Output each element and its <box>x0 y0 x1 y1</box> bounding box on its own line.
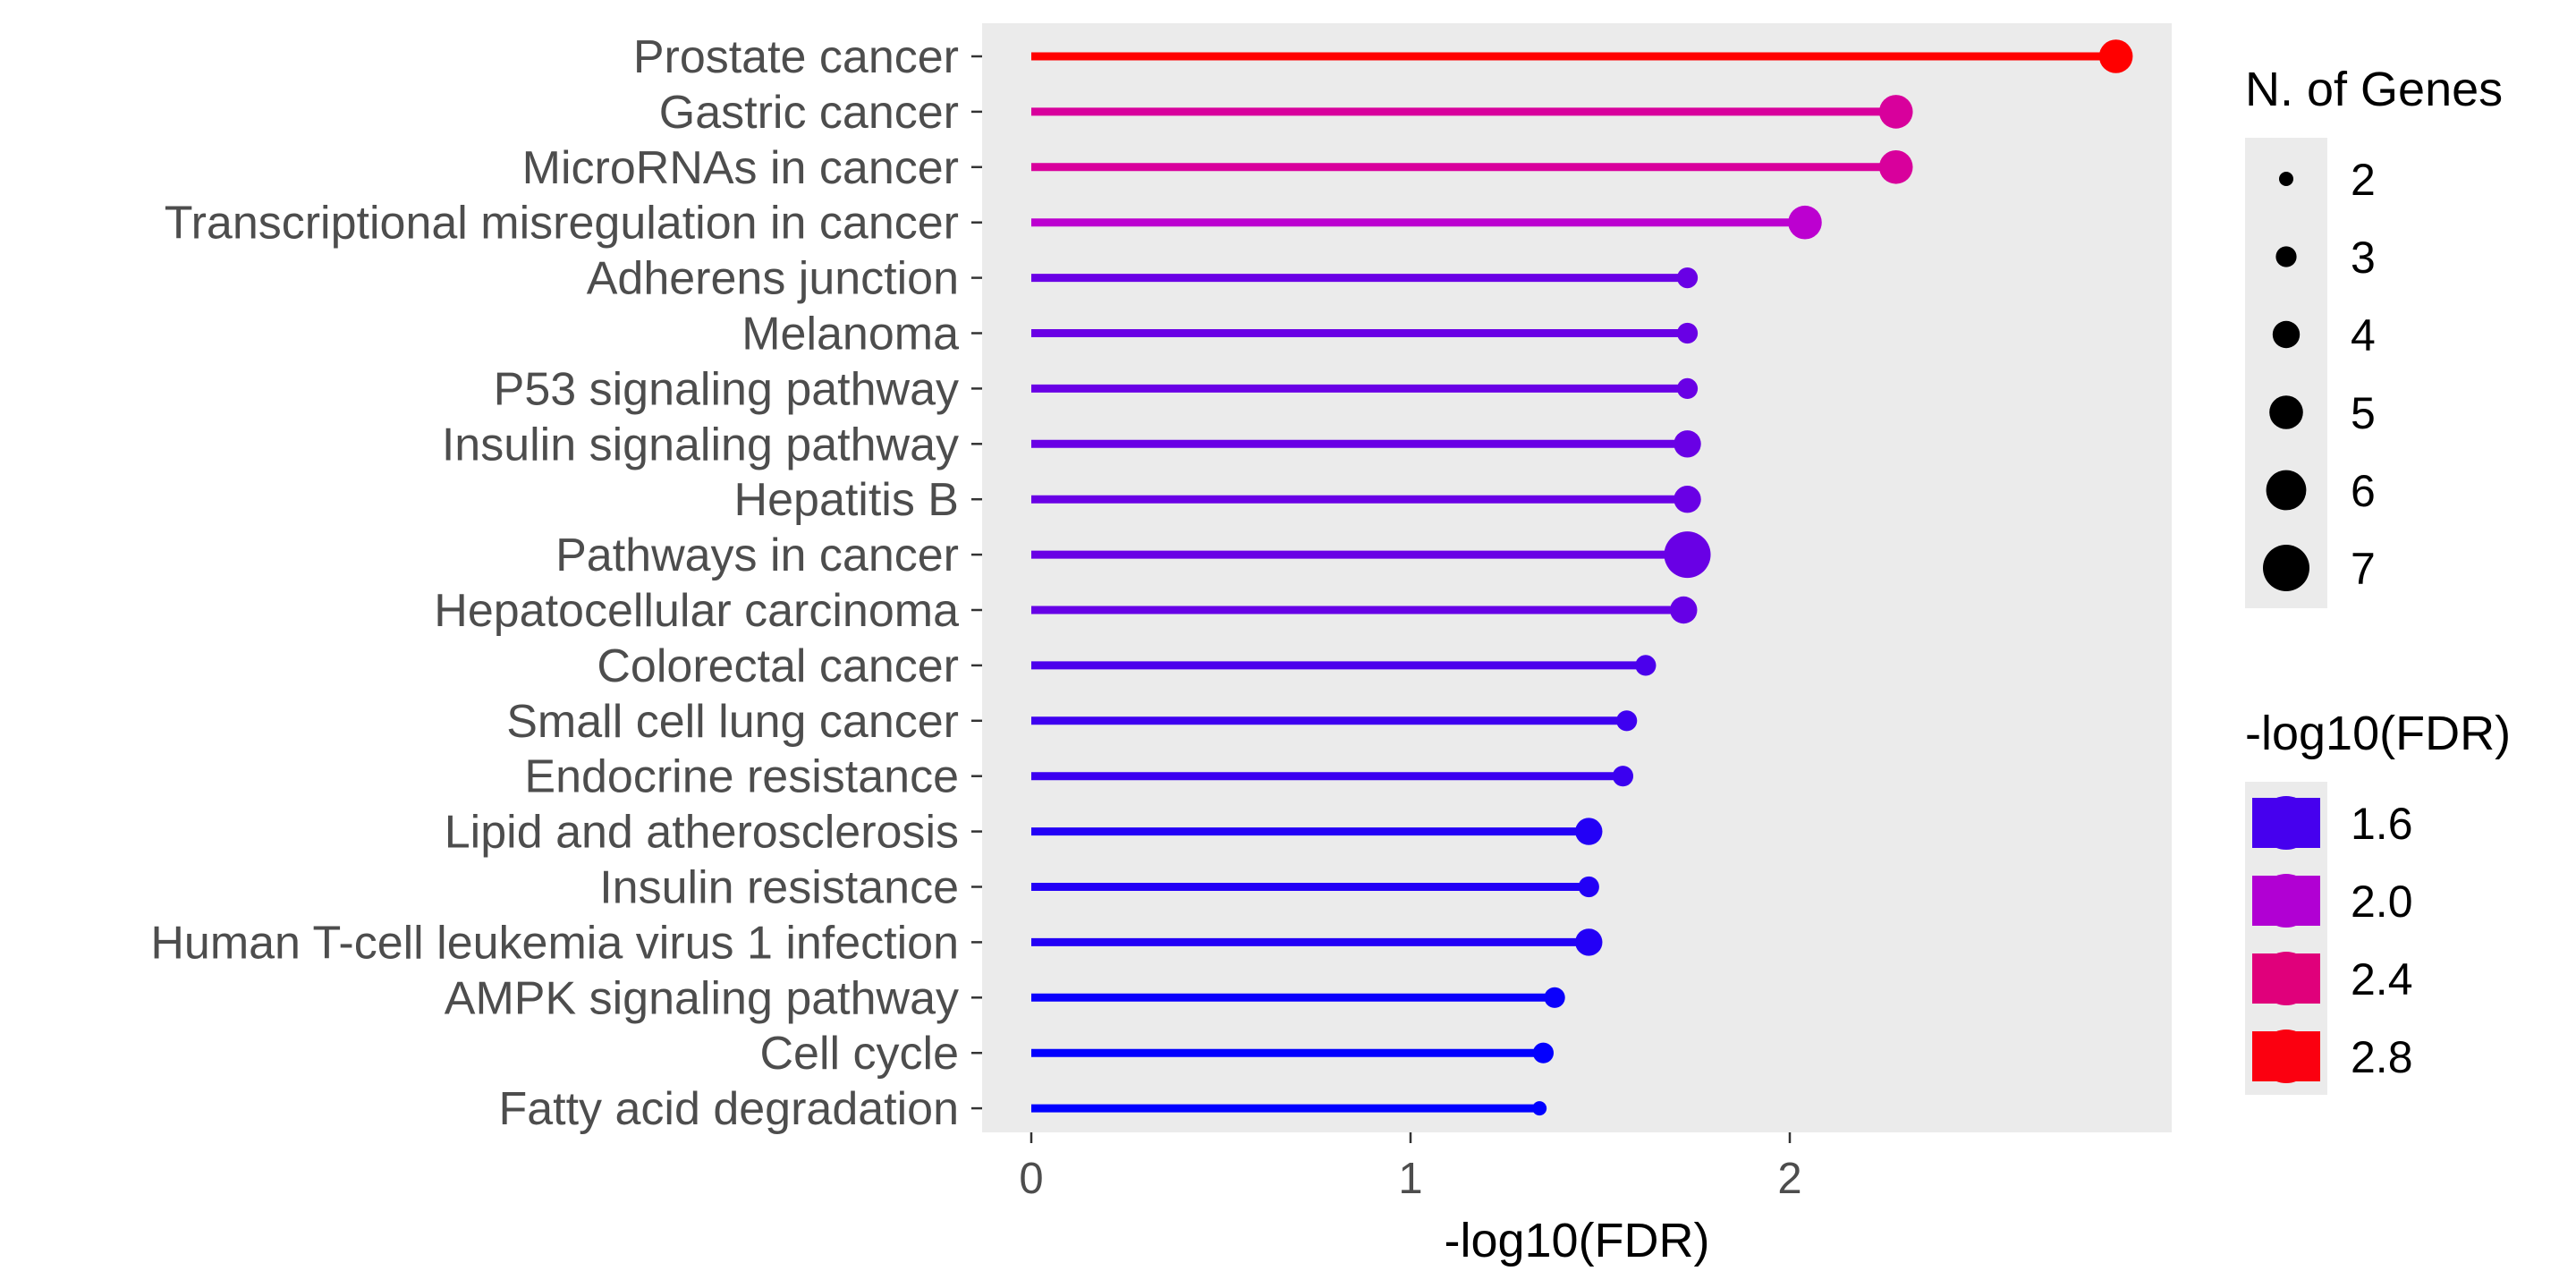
y-tick-label: Human T-cell leukemia virus 1 infection <box>150 917 959 969</box>
lollipop-point <box>1676 267 1699 289</box>
lollipop-point <box>1670 596 1698 624</box>
legend-fdr-swatch-point <box>2259 874 2313 928</box>
legend-gene-count-label: 3 <box>2351 233 2376 283</box>
legend-fdr-label: 2.8 <box>2351 1032 2413 1082</box>
lollipop-point <box>1578 876 1599 898</box>
x-tick-label: 1 <box>1398 1155 1422 1203</box>
y-tick-label: AMPK signaling pathway <box>445 972 959 1024</box>
lollipop-point <box>1544 987 1565 1008</box>
lollipop-point <box>1878 150 1913 184</box>
lollipop-point <box>2098 39 2133 73</box>
legend-gene-count-key-background <box>2245 138 2327 608</box>
stems-group <box>1031 52 2116 1113</box>
y-tick-label: Gastric cancer <box>659 87 959 139</box>
legend-fdr-swatch-point <box>2259 796 2313 850</box>
lollipop-point <box>1674 486 1701 513</box>
legend-fdr-swatch-point <box>2259 1030 2313 1083</box>
y-tick-label: Adherens junction <box>587 253 959 305</box>
y-tick-label: P53 signaling pathway <box>494 363 959 415</box>
legend-gene-count-swatch <box>2269 395 2303 429</box>
legend-gene-count-swatch <box>2266 470 2307 511</box>
lollipop-point <box>1532 1101 1547 1116</box>
legend-gene-count-swatch <box>2272 320 2301 349</box>
legend-fdr-label: 2.0 <box>2351 877 2413 927</box>
points-group <box>1532 39 2133 1116</box>
y-tick-label: Cell cycle <box>760 1028 960 1080</box>
legend-gene-count-label: 5 <box>2351 388 2376 438</box>
lollipop-point <box>1575 818 1603 845</box>
lollipop-point <box>1676 377 1699 399</box>
legend-gene-count-swatch <box>2263 545 2309 591</box>
y-tick-label: Insulin signaling pathway <box>442 419 959 470</box>
legend-fdr-color: -log10(FDR) 1.6 2.0 2.4 2.8 <box>2245 707 2511 1095</box>
y-tick-label: Prostate cancer <box>633 31 959 83</box>
legend-gene-count-label: 4 <box>2351 310 2376 360</box>
y-tick-label: Pathways in cancer <box>555 530 959 581</box>
lollipop-point <box>1616 710 1638 732</box>
lollipop-point <box>1878 95 1913 129</box>
x-tick-label: 2 <box>1777 1155 1801 1203</box>
y-tick-label: Fatty acid degradation <box>498 1083 959 1135</box>
plot-panel <box>982 23 2172 1132</box>
y-tick-label: Lipid and atherosclerosis <box>445 807 959 859</box>
legend-fdr-title: -log10(FDR) <box>2245 707 2511 760</box>
lollipop-point <box>1664 531 1711 579</box>
lollipop-point <box>1612 766 1634 787</box>
y-tick-label: Transcriptional misregulation in cancer <box>165 198 959 250</box>
legend-gene-count-label: 2 <box>2351 155 2376 205</box>
legend-gene-count: N. of Genes 2 3 4 5 6 7 <box>2245 63 2503 608</box>
legend-fdr-label: 2.4 <box>2351 954 2413 1004</box>
legend-gene-count-swatch <box>2279 172 2293 186</box>
y-tick-label: Hepatocellular carcinoma <box>434 585 959 637</box>
x-tick-label: 0 <box>1019 1155 1043 1203</box>
y-tick-label: Colorectal cancer <box>597 640 959 692</box>
legend-gene-count-swatch <box>2275 246 2297 267</box>
legend-fdr-label: 1.6 <box>2351 799 2413 849</box>
legend-gene-count-title: N. of Genes <box>2245 63 2503 116</box>
lollipop-point <box>1788 205 1822 240</box>
lollipop-point <box>1532 1042 1554 1063</box>
lollipop-point <box>1674 430 1701 458</box>
y-tick-label: Hepatitis B <box>734 474 959 526</box>
lollipop-point <box>1676 322 1699 344</box>
y-tick-label: MicroRNAs in cancer <box>522 142 959 194</box>
x-axis: 0 1 2 <box>1019 1132 1802 1203</box>
lollipop-point <box>1635 655 1657 676</box>
y-tick-label: Endocrine resistance <box>524 751 959 803</box>
legend-fdr-swatch-point <box>2259 952 2313 1005</box>
y-tick-label: Melanoma <box>741 309 959 360</box>
y-tick-label: Insulin resistance <box>599 862 959 914</box>
legend-gene-count-label: 6 <box>2351 466 2376 516</box>
legend-gene-count-label: 7 <box>2351 544 2376 594</box>
x-axis-title: -log10(FDR) <box>1444 1214 1709 1267</box>
lollipop-point <box>1575 928 1603 956</box>
y-tick-label: Small cell lung cancer <box>506 696 959 748</box>
